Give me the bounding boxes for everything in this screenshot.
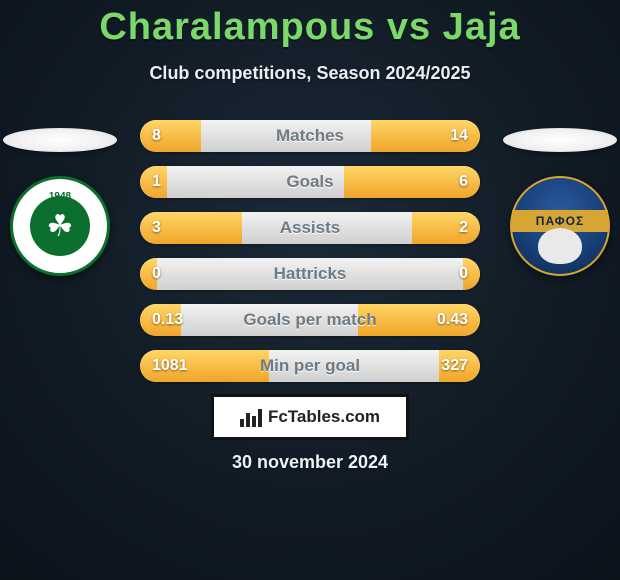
stat-label: Goals xyxy=(140,172,480,192)
stat-value-right: 2 xyxy=(459,219,468,237)
page-subtitle: Club competitions, Season 2024/2025 xyxy=(0,63,620,84)
stat-value-left: 8 xyxy=(152,127,161,145)
stat-rows: 8Matches14 1Goals6 3Assists2 0Hattricks0 0.1… xyxy=(140,120,480,396)
stat-label: Min per goal xyxy=(140,356,480,376)
crest-right-silhouette xyxy=(538,228,582,264)
stat-label: Hattricks xyxy=(140,264,480,284)
stat-label: Assists xyxy=(140,218,480,238)
player-photo-placeholder-right xyxy=(503,128,617,152)
team-crest-right: ΠΑΦΟΣ xyxy=(510,176,610,276)
stat-value-right: 327 xyxy=(441,357,468,375)
stat-value-right: 0 xyxy=(459,265,468,283)
stat-row: 8Matches14 xyxy=(140,120,480,152)
infographic-date: 30 november 2024 xyxy=(0,452,620,473)
brand-text: FcTables.com xyxy=(268,407,380,427)
stat-row: 0.13Goals per match0.43 xyxy=(140,304,480,336)
crest-left-year: 1948 xyxy=(49,191,71,202)
stat-value-left: 3 xyxy=(152,219,161,237)
stat-label: Goals per match xyxy=(140,310,480,330)
stat-value-right: 0.43 xyxy=(437,311,468,329)
team-crest-left: 1948 xyxy=(10,176,110,276)
player-photo-placeholder-left xyxy=(3,128,117,152)
brand-icon xyxy=(240,407,262,427)
left-player-column: 1948 xyxy=(0,100,120,400)
stat-value-left: 1081 xyxy=(152,357,188,375)
brand-badge[interactable]: FcTables.com xyxy=(211,394,409,440)
stat-value-left: 1 xyxy=(152,173,161,191)
stat-row: 3Assists2 xyxy=(140,212,480,244)
page-title: Charalampous vs Jaja xyxy=(0,0,620,49)
stat-label: Matches xyxy=(140,126,480,146)
stat-value-right: 14 xyxy=(450,127,468,145)
infographic-container: Charalampous vs Jaja Club competitions, … xyxy=(0,0,620,580)
stat-value-left: 0 xyxy=(152,265,161,283)
stat-row: 0Hattricks0 xyxy=(140,258,480,290)
right-player-column: ΠΑΦΟΣ xyxy=(500,100,620,400)
stat-value-left: 0.13 xyxy=(152,311,183,329)
stat-row: 1Goals6 xyxy=(140,166,480,198)
stat-row: 1081Min per goal327 xyxy=(140,350,480,382)
stat-value-right: 6 xyxy=(459,173,468,191)
